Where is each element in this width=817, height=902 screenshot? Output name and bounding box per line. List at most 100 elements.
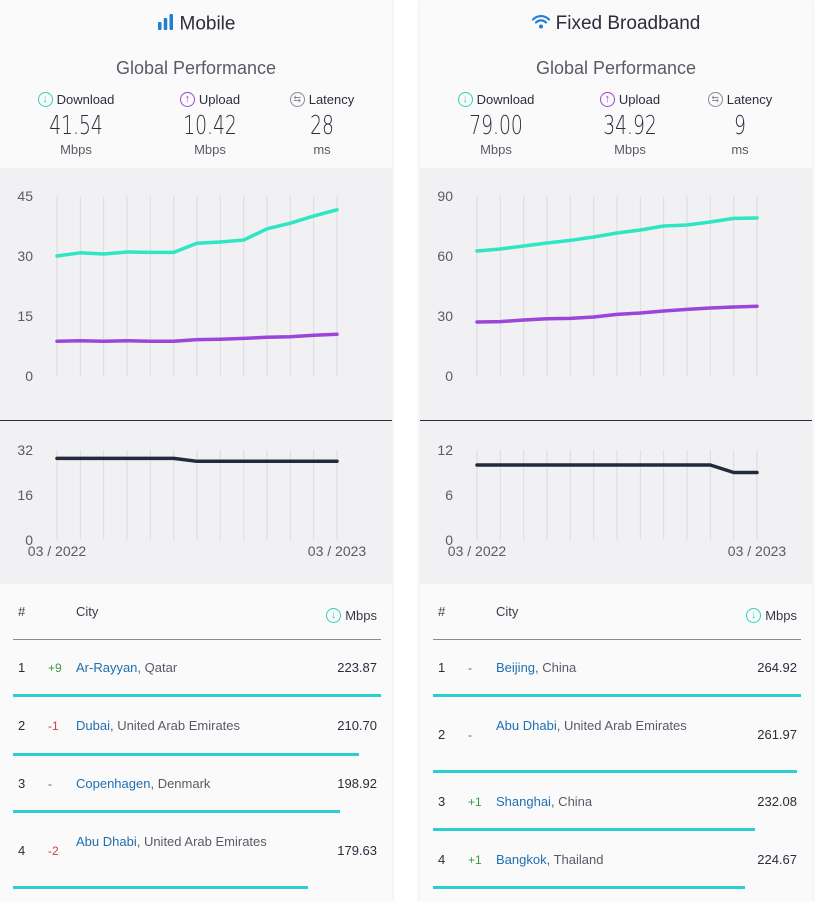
download-series-line [55, 208, 339, 258]
row-rank: 1 [438, 660, 446, 675]
y-tick-label: 30 [437, 308, 453, 324]
fixed-latency-metric: ⇆ Latency 9 ms [680, 89, 800, 157]
latency-value: 28 [310, 111, 334, 141]
row-rank-change: +1 [468, 853, 482, 867]
city-link[interactable]: Bangkok [496, 852, 547, 867]
row-rank: 4 [18, 843, 26, 858]
row-rank-change: - [48, 777, 52, 791]
download-icon: ↓ [746, 608, 762, 623]
row-city: Beijing, China [496, 659, 706, 677]
x-start-label: 03 / 2022 [448, 543, 507, 559]
mobile-latency-metric: ⇆ Latency 28 ms [262, 89, 382, 157]
row-rank: 1 [18, 660, 26, 675]
mobile-upload-metric: ↑ Upload 10.42 Mbps [150, 89, 270, 157]
row-speed: 232.08 [757, 794, 797, 809]
city-link[interactable]: Shanghai [496, 794, 551, 809]
upload-label: Upload [618, 92, 661, 107]
download-icon: ↓ [326, 608, 342, 623]
latency-icon: ⇆ [289, 92, 305, 107]
mobile-latency-chart[interactable]: 32 16 003 / 2022 03 / 2023 [0, 421, 392, 584]
speed-bar [13, 810, 340, 813]
mobile-panel: Mobile Global Performance ↓ Download 41.5… [0, 0, 392, 902]
chart-divider [420, 420, 812, 421]
mobile-title[interactable]: Mobile [0, 13, 392, 36]
y-tick-label: 15 [17, 308, 33, 324]
speed-bar [433, 828, 755, 831]
download-value: 41.54 [49, 111, 103, 141]
speed-header: ↓ Mbps [746, 608, 797, 623]
upload-label: Upload [198, 92, 241, 107]
mobile-charts: 45 30 15 0 32 16 0 03 / 2022 03 / 2023 [0, 168, 392, 584]
fixed-speed-chart[interactable]: 90 60 30 0 [420, 168, 812, 420]
upload-value: 10.42 [183, 111, 237, 141]
fixed-title[interactable]: Fixed Broadband [420, 13, 812, 35]
latency-unit: ms [313, 142, 331, 157]
country-name: , United Arab Emirates [109, 718, 241, 733]
fixed-panel: Fixed Broadband Global Performance ↓ Down… [420, 0, 812, 902]
row-rank: 2 [18, 718, 26, 733]
chart-divider [0, 420, 392, 421]
y-tick-label: 6 [445, 487, 453, 503]
city-link[interactable]: Abu Dhabi [496, 718, 557, 733]
download-icon: ↓ [37, 92, 53, 107]
fixed-city-table: # City ↓ Mbps 1- Beijing, China 264.92 2- Abu… [420, 584, 812, 902]
wifi-icon [531, 13, 550, 35]
row-speed: 264.92 [757, 660, 797, 675]
y-tick-label: 90 [437, 188, 453, 204]
row-rank-change: -1 [48, 719, 59, 733]
row-speed: 179.63 [337, 843, 377, 858]
upload-icon: ↑ [599, 92, 615, 107]
speed-bar [433, 770, 797, 773]
rank-header: # [438, 604, 446, 619]
download-unit: Mbps [480, 142, 512, 157]
mobile-header: Mobile Global Performance ↓ Download 41.5… [0, 0, 392, 168]
row-rank: 2 [438, 727, 446, 742]
download-value: 79.00 [469, 111, 523, 141]
latency-unit: ms [731, 142, 749, 157]
row-speed: 210.70 [337, 718, 377, 733]
city-link[interactable]: Dubai [76, 718, 110, 733]
mobile-title-text: Mobile [179, 13, 236, 35]
upload-unit: Mbps [194, 142, 226, 157]
row-city: Copenhagen, Denmark [76, 775, 286, 793]
country-name: , Thailand [546, 852, 604, 867]
speed-bar [13, 886, 308, 889]
row-city: Abu Dhabi, United Arab Emirates [76, 833, 286, 851]
header-divider [13, 639, 381, 640]
fixed-charts: 90 60 30 0 12 6 0 03 / 2022 03 / 2023 [420, 168, 812, 584]
city-header: City [76, 604, 99, 619]
row-city: Abu Dhabi, United Arab Emirates [496, 717, 706, 735]
row-city: Bangkok, Thailand [496, 851, 706, 869]
speed-bar [13, 753, 359, 756]
mobile-speed-chart[interactable]: 45 30 15 0 [0, 168, 392, 420]
latency-value: 9 [734, 111, 746, 141]
row-rank-change: +1 [468, 795, 482, 809]
y-tick-label: 45 [17, 188, 33, 204]
fixed-title-text: Fixed Broadband [555, 13, 701, 35]
x-start-label: 03 / 2022 [28, 543, 87, 559]
y-tick-label: 0 [25, 368, 33, 384]
latency-icon: ⇆ [707, 92, 723, 107]
y-tick-label: 60 [437, 248, 453, 264]
row-rank-change: -2 [48, 844, 59, 858]
city-link[interactable]: Ar-Rayyan [76, 660, 138, 675]
fixed-upload-metric: ↑ Upload 34.92 Mbps [570, 89, 690, 157]
latency-series-line [55, 456, 339, 464]
city-link[interactable]: Beijing [496, 660, 536, 675]
row-rank: 3 [18, 776, 26, 791]
rank-header: # [18, 604, 26, 619]
city-link[interactable]: Abu Dhabi [76, 834, 137, 849]
fixed-latency-chart[interactable]: 12 6 003 / 2022 03 / 2023 [420, 421, 812, 584]
upload-value: 34.92 [603, 111, 657, 141]
latency-label: Latency [726, 92, 773, 107]
row-rank: 4 [438, 852, 446, 867]
y-tick-label: 0 [25, 532, 33, 548]
download-label: Download [56, 92, 115, 107]
speed-header-label: Mbps [765, 608, 797, 623]
y-tick-label: 0 [445, 532, 453, 548]
header-divider [433, 639, 801, 640]
download-label: Download [476, 92, 535, 107]
city-link[interactable]: Copenhagen [76, 776, 151, 791]
row-city: Ar-Rayyan, Qatar [76, 659, 286, 677]
upload-icon: ↑ [179, 92, 195, 107]
